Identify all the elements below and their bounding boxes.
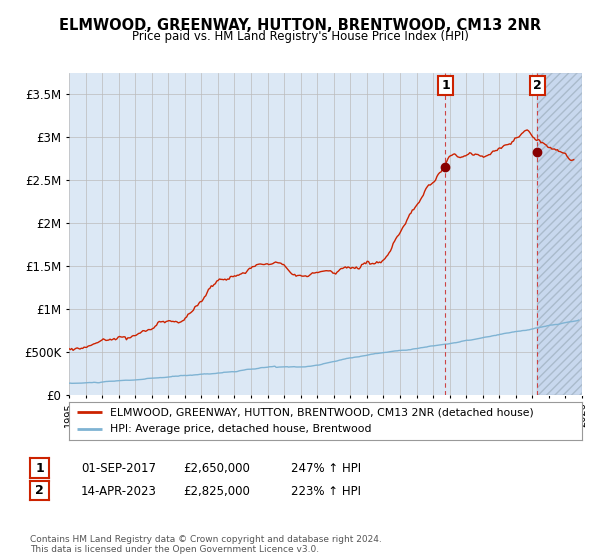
Text: £2,650,000: £2,650,000 [183,462,250,475]
Text: 01-SEP-2017: 01-SEP-2017 [81,462,156,475]
Text: Contains HM Land Registry data © Crown copyright and database right 2024.
This d: Contains HM Land Registry data © Crown c… [30,535,382,554]
Text: ELMWOOD, GREENWAY, HUTTON, BRENTWOOD, CM13 2NR: ELMWOOD, GREENWAY, HUTTON, BRENTWOOD, CM… [59,18,541,32]
Bar [537,73,582,395]
Text: £2,825,000: £2,825,000 [183,484,250,498]
Text: 2: 2 [533,80,542,92]
Text: 2: 2 [35,484,44,497]
Text: 1: 1 [35,461,44,474]
Bar [445,73,537,395]
Text: 247% ↑ HPI: 247% ↑ HPI [291,462,361,475]
Text: HPI: Average price, detached house, Brentwood: HPI: Average price, detached house, Bren… [110,424,371,434]
Text: 1: 1 [441,80,450,92]
Text: ELMWOOD, GREENWAY, HUTTON, BRENTWOOD, CM13 2NR (detached house): ELMWOOD, GREENWAY, HUTTON, BRENTWOOD, CM… [110,407,534,417]
Text: 223% ↑ HPI: 223% ↑ HPI [291,484,361,498]
Text: 14-APR-2023: 14-APR-2023 [81,484,157,498]
Text: Price paid vs. HM Land Registry's House Price Index (HPI): Price paid vs. HM Land Registry's House … [131,30,469,43]
